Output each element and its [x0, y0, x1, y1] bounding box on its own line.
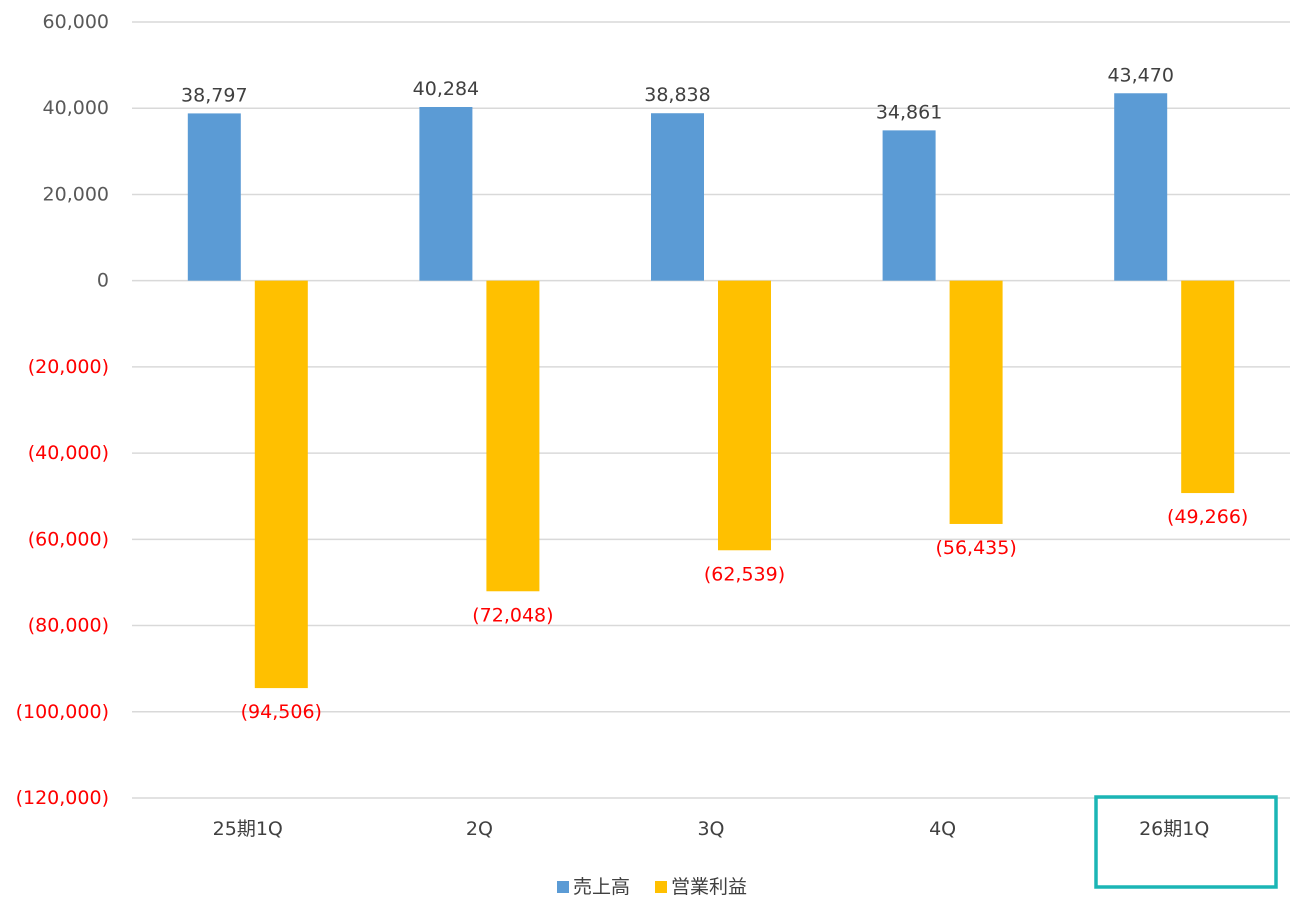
y-tick-label: 40,000	[43, 97, 109, 119]
data-label: 34,861	[876, 101, 942, 123]
data-label: (94,506)	[241, 701, 322, 723]
data-label: (62,539)	[704, 563, 785, 585]
bar-sales	[651, 113, 704, 281]
y-tick-label: (60,000)	[28, 528, 109, 550]
y-tick-label: (100,000)	[16, 701, 109, 723]
y-tick-label: (40,000)	[28, 442, 109, 464]
bar-sales	[187, 113, 241, 281]
y-tick-label: 20,000	[43, 183, 109, 205]
data-label: (49,266)	[1167, 506, 1248, 528]
bar-sales	[419, 106, 473, 281]
bar-sales	[1114, 93, 1168, 281]
x-tick-label: 25期1Q	[213, 818, 283, 840]
y-tick-label: 0	[97, 270, 109, 292]
y-tick-label: (120,000)	[16, 787, 109, 809]
bar-sales	[882, 130, 936, 281]
legend-swatch	[557, 881, 569, 893]
bars	[187, 93, 1235, 689]
legend-label: 売上高	[573, 876, 630, 898]
x-tick-label: 2Q	[466, 818, 493, 840]
bar-operating-income	[949, 280, 1003, 524]
legend: 売上高 営業利益	[557, 876, 747, 898]
bar-operating-income	[718, 280, 771, 551]
data-label: 43,470	[1107, 64, 1173, 86]
data-labels: 38,797 (94,506) 40,284 (72,048) 38,838 (62,53…	[181, 64, 1248, 723]
y-axis: 60,000 40,000 20,000 0 (20,000) (40,000) (60,0…	[16, 11, 109, 809]
highlight-box	[1094, 795, 1278, 889]
data-label: 38,797	[181, 84, 247, 106]
highlight-box	[1094, 795, 1278, 889]
bar-operating-income	[1181, 280, 1235, 494]
x-tick-label: 3Q	[697, 818, 724, 840]
y-tick-label: 60,000	[43, 11, 109, 33]
y-tick-label: (80,000)	[28, 615, 109, 637]
y-tick-label: (20,000)	[28, 356, 109, 378]
data-label: (72,048)	[472, 604, 553, 626]
data-label: (56,435)	[935, 537, 1016, 559]
data-label: 38,838	[644, 84, 710, 106]
x-axis: 25期1Q 2Q 3Q 4Q 26期1Q	[213, 818, 1210, 840]
legend-swatch	[655, 881, 667, 893]
x-tick-label: 26期1Q	[1139, 818, 1209, 840]
x-tick-label: 4Q	[929, 818, 956, 840]
bar-operating-income	[254, 280, 308, 689]
data-label: 40,284	[413, 78, 479, 100]
bar-operating-income	[486, 280, 540, 592]
legend-label: 営業利益	[671, 876, 747, 898]
